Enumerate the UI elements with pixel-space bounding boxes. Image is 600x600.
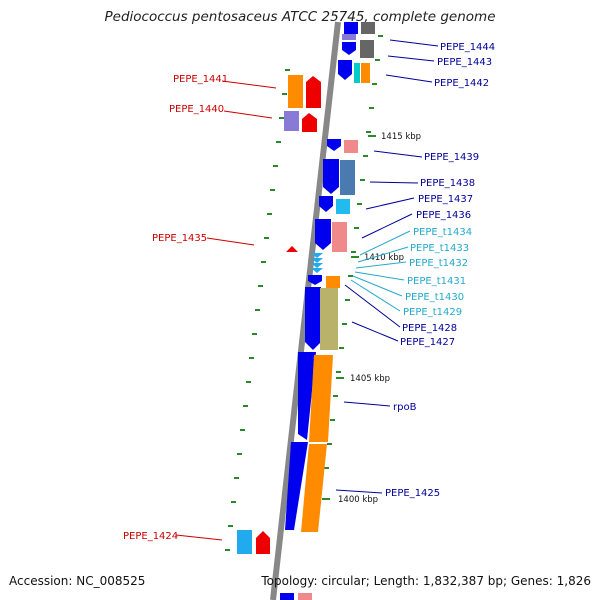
feature-pepe-1424b[interactable] [237,530,252,554]
label-pepe-1444[interactable]: PEPE_1444 [440,42,495,53]
label-pepe-1436[interactable]: PEPE_1436 [416,210,471,221]
cds-pepe-1424[interactable] [256,531,270,554]
label-pepe-t1432[interactable]: PEPE_t1432 [409,258,468,269]
label-pepe-1425[interactable]: PEPE_1425 [385,488,440,499]
scale-labels: 1415 kbp 1410 kbp 1405 kbp 1400 kbp [322,132,421,505]
cds-pepe-1438[interactable] [323,159,339,194]
forward-features [280,22,375,600]
genome-summary-text: Topology: circular; Length: 1,832,387 bp… [261,574,591,588]
cds-pepe-1443[interactable] [342,42,356,55]
feature-pepe-1443b[interactable] [342,34,356,40]
feature-pepe-1437b[interactable] [336,199,350,214]
feature-pepe-1425-orange[interactable] [301,444,327,532]
feature-pepe-1443c[interactable] [360,40,374,58]
label-pepe-1428[interactable]: PEPE_1428 [402,323,457,334]
feature-pepe-1441-orange[interactable] [288,75,303,108]
label-pepe-t1434[interactable]: PEPE_t1434 [413,227,472,238]
cds-pepe-1439[interactable] [327,139,341,151]
cds-pepe-1428[interactable] [308,275,322,285]
cds-pepe-1437[interactable] [319,196,333,212]
gene-labels: PEPE_1444 PEPE_1443 PEPE_1442 PEPE_1441 … [123,42,495,542]
trna-cluster[interactable] [311,253,323,273]
kbp-1415-label: 1415 kbp [381,132,421,142]
feature-pepe-1427b[interactable] [320,288,338,350]
label-pepe-1438[interactable]: PEPE_1438 [420,178,475,189]
label-pepe-1439[interactable]: PEPE_1439 [424,152,479,163]
cds-pepe-1435[interactable] [286,246,298,252]
feature-pepe-1428b[interactable] [326,276,340,288]
label-pepe-1424[interactable]: PEPE_1424 [123,531,178,542]
label-pepe-1427[interactable]: PEPE_1427 [400,337,455,348]
label-pepe-1442[interactable]: PEPE_1442 [434,78,489,89]
feature-pepe-1436b[interactable] [332,222,347,252]
cds-pepe-1441[interactable] [306,76,321,108]
label-pepe-t1433[interactable]: PEPE_t1433 [410,243,469,254]
label-pepe-1437[interactable]: PEPE_1437 [418,194,473,205]
cds-pepe-1440[interactable] [302,113,317,132]
cds-rpob[interactable] [298,352,316,440]
label-pepe-1435[interactable]: PEPE_1435 [152,233,207,244]
cds-pepe-1442[interactable] [338,60,352,80]
label-pepe-1443[interactable]: PEPE_1443 [437,57,492,68]
label-pepe-1440[interactable]: PEPE_1440 [169,104,224,115]
cds-pepe-1436[interactable] [315,219,331,250]
genome-title: Pediococcus pentosaceus ATCC 25745, comp… [104,9,496,25]
kbp-1405-label: 1405 kbp [350,374,390,384]
feature-bottom-b[interactable] [298,593,312,600]
feature-pepe-1442c[interactable] [361,63,370,83]
feature-pepe-1438b[interactable] [340,160,355,195]
label-pepe-1441[interactable]: PEPE_1441 [173,74,228,85]
scale-ticks [225,35,383,551]
label-pepe-t1430[interactable]: PEPE_t1430 [405,292,464,303]
feature-rpob-orange[interactable] [309,355,333,442]
label-pepe-t1431[interactable]: PEPE_t1431 [407,276,466,287]
leader-lines [175,39,439,541]
label-pepe-t1429[interactable]: PEPE_t1429 [403,307,462,318]
label-rpob[interactable]: rpoB [393,402,417,413]
kbp-1410-label: 1410 kbp [364,253,404,263]
kbp-1400-label: 1400 kbp [338,495,378,505]
accession-text: Accession: NC_008525 [9,574,146,588]
feature-pepe-1440b[interactable] [284,111,299,131]
feature-pepe-1439b[interactable] [344,140,358,153]
cds-pepe-1444a[interactable] [344,22,358,34]
feature-pepe-1444b[interactable] [361,22,375,34]
feature-pepe-1442b[interactable] [354,63,360,83]
reverse-features [237,75,321,554]
cds-pepe-1425[interactable] [285,442,308,530]
cds-pepe-1427[interactable] [305,287,321,350]
cds-bottom-a[interactable] [280,593,294,600]
